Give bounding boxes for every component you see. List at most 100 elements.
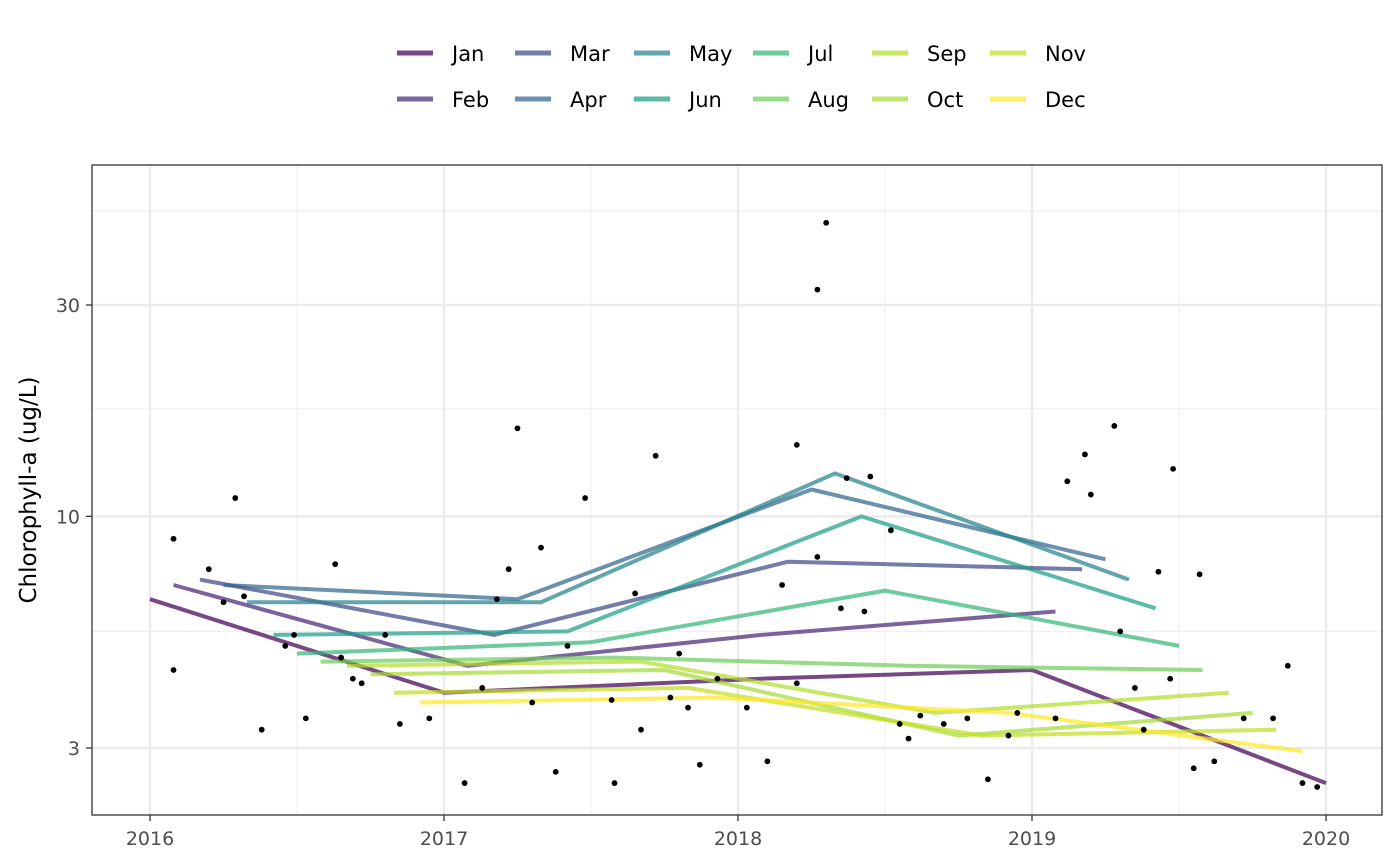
legend-label: Nov — [1045, 42, 1086, 66]
data-point — [338, 654, 344, 661]
x-tick-label: 2020 — [1302, 828, 1350, 850]
series-lines — [149, 471, 1327, 785]
data-point — [282, 643, 289, 649]
data-point — [861, 608, 868, 615]
data-point — [867, 473, 874, 480]
data-point — [529, 699, 536, 706]
data-point — [1140, 726, 1147, 733]
legend-label: Jun — [687, 88, 722, 112]
legend-item-sep: Sep — [872, 42, 967, 66]
data-point — [302, 715, 309, 722]
data-point — [1117, 628, 1124, 635]
legend-item-oct: Oct — [872, 88, 963, 112]
data-point — [494, 596, 500, 603]
legend-label: Apr — [570, 88, 607, 112]
x-tick-label: 2017 — [420, 828, 468, 850]
data-point — [1284, 662, 1291, 669]
data-point — [1082, 451, 1088, 458]
legend-item-nov: Nov — [990, 42, 1086, 66]
data-point — [1170, 465, 1177, 472]
data-point — [843, 475, 850, 482]
data-point — [205, 566, 212, 573]
y-tick-label: 30 — [56, 295, 80, 317]
data-point — [1132, 685, 1138, 691]
series-line-aug — [320, 655, 1203, 672]
legend-item-jun: Jun — [634, 88, 722, 112]
y-axis: 3 10 30 — [56, 295, 92, 760]
data-point — [905, 735, 912, 742]
data-point — [896, 721, 903, 727]
data-point — [985, 776, 991, 783]
legend-item-jul: Jul — [753, 42, 833, 66]
data-points — [170, 219, 1321, 790]
series-line-may — [247, 471, 1130, 605]
data-point — [696, 761, 703, 768]
legend-item-may: May — [634, 42, 732, 66]
data-point — [1064, 478, 1071, 485]
series-line-jun — [273, 514, 1157, 637]
y-tick-label: 10 — [56, 506, 80, 528]
data-point — [505, 566, 512, 573]
data-point — [964, 715, 971, 722]
legend-label: Jul — [806, 42, 833, 66]
data-point — [291, 632, 297, 638]
data-point — [582, 495, 589, 501]
data-point — [349, 675, 356, 682]
data-point — [170, 535, 177, 542]
data-point — [1155, 568, 1162, 575]
series-line-nov — [393, 685, 1277, 738]
data-point — [232, 495, 239, 501]
legend-label: Jan — [450, 42, 484, 66]
data-point — [667, 694, 674, 701]
x-tick-label: 2018 — [714, 828, 762, 850]
series-line-sep — [346, 659, 1230, 715]
legend-label: Aug — [808, 88, 849, 112]
legend-label: Oct — [927, 88, 963, 112]
data-point — [1005, 732, 1012, 739]
legend-item-dec: Dec — [990, 88, 1086, 112]
data-point — [714, 675, 721, 682]
data-point — [652, 452, 659, 459]
data-point — [793, 680, 800, 687]
data-point — [814, 286, 821, 293]
legend-label: Feb — [452, 88, 489, 112]
legend-label: May — [689, 42, 732, 66]
legend-label: Sep — [927, 42, 967, 66]
data-point — [1087, 491, 1094, 498]
data-point — [382, 632, 389, 638]
legend-item-apr: Apr — [515, 88, 607, 112]
data-point — [397, 721, 403, 727]
series-line-jul — [296, 588, 1180, 656]
data-point — [1270, 715, 1276, 722]
data-point — [1196, 571, 1203, 578]
data-point — [552, 768, 559, 775]
data-point — [564, 643, 571, 649]
legend-label: Mar — [570, 42, 610, 66]
legend-item-mar: Mar — [515, 42, 610, 66]
data-point — [887, 527, 894, 534]
data-point — [1052, 715, 1059, 722]
plot-border — [91, 164, 1383, 816]
legend-label: Dec — [1045, 88, 1086, 112]
x-axis: 2016 2017 2018 2019 2020 — [126, 815, 1350, 850]
data-point — [676, 650, 683, 657]
legend-item-feb: Feb — [397, 88, 489, 112]
data-point — [823, 219, 830, 226]
y-tick-label: 3 — [68, 738, 80, 760]
data-point — [917, 712, 924, 719]
legend: Jan Feb Mar Apr May Jun Jul Aug Sep Oct Nov Dec — [397, 42, 1086, 112]
data-point — [743, 704, 750, 711]
data-point — [426, 715, 433, 722]
data-point — [170, 667, 177, 673]
data-point — [793, 441, 800, 448]
data-point — [1240, 715, 1247, 722]
data-point — [1299, 780, 1306, 786]
data-point — [764, 758, 771, 765]
data-point — [258, 726, 265, 733]
data-point — [1111, 423, 1118, 429]
data-point — [638, 726, 644, 733]
series-line-apr — [223, 487, 1106, 602]
legend-item-jan: Jan — [397, 42, 484, 66]
data-point — [685, 704, 691, 711]
